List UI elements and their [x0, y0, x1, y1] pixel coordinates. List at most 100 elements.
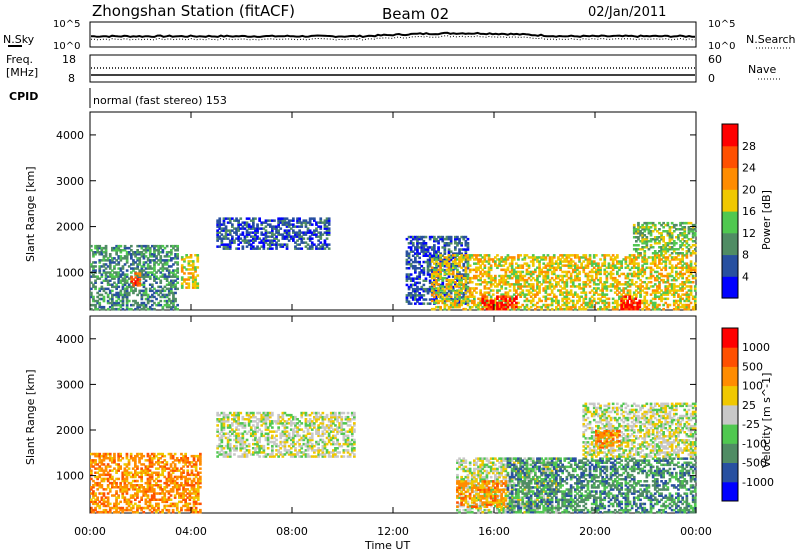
echo-cell — [100, 259, 104, 262]
echo-cell — [115, 287, 118, 291]
echo-cell — [325, 225, 329, 228]
echo-cell — [252, 225, 255, 228]
echo-cell — [113, 271, 116, 274]
echo-cell — [653, 228, 657, 231]
echo-cell — [157, 259, 160, 262]
echo-cell — [468, 256, 472, 259]
echo-cell — [668, 266, 672, 269]
echo-cell — [136, 465, 139, 468]
echo-cell — [138, 244, 142, 248]
echo-cell — [439, 299, 442, 303]
echo-cell — [628, 258, 632, 261]
echo-cell — [563, 287, 567, 290]
echo-cell — [445, 272, 449, 276]
echo-cell — [96, 277, 99, 280]
echo-cell — [546, 297, 550, 301]
echo-cell — [464, 258, 468, 262]
echo-cell — [460, 266, 463, 269]
echo-cell — [194, 276, 197, 279]
echo-cell — [616, 301, 619, 305]
echo-cell — [649, 276, 653, 280]
echo-cell — [418, 252, 421, 255]
echo-cell — [504, 287, 508, 290]
echo-cell — [635, 236, 638, 239]
echo-cell — [559, 254, 562, 257]
echo-cell — [191, 266, 195, 269]
echo-cell — [607, 266, 611, 269]
echo-cell — [651, 274, 655, 278]
echo-cell — [151, 244, 154, 248]
echo-cell — [165, 269, 169, 272]
echo-cell — [609, 264, 613, 267]
echo-cell — [304, 233, 308, 236]
echo-cell — [187, 284, 191, 287]
echo-cell — [632, 256, 636, 259]
echo-cell — [622, 258, 626, 261]
echo-cell — [315, 221, 318, 224]
echo-cell — [534, 293, 537, 296]
echo-cell — [191, 268, 195, 271]
echo-cell — [443, 305, 447, 309]
echo-cell — [222, 221, 226, 224]
echo-cell — [527, 266, 531, 269]
echo-cell — [405, 260, 409, 264]
echo-cell — [687, 305, 691, 309]
echo-cell — [693, 228, 697, 231]
echo-cell — [130, 280, 134, 283]
echo-cell — [216, 219, 219, 222]
echo-cell — [418, 277, 421, 280]
echo-cell — [517, 276, 520, 280]
echo-cell — [300, 237, 304, 240]
echo-cell — [561, 254, 564, 257]
echo-cell — [428, 262, 432, 266]
echo-cell — [529, 260, 533, 263]
echo-cell — [437, 250, 440, 253]
echo-cell — [458, 292, 461, 295]
echo-cell — [172, 303, 175, 307]
echo-cell — [571, 285, 575, 288]
echo-cell — [405, 277, 409, 280]
echo-cell — [231, 217, 234, 220]
echo-cell — [414, 283, 417, 287]
echo-cell — [523, 281, 527, 284]
echo-cell — [630, 274, 634, 278]
echo-cell — [639, 272, 642, 276]
echo-cell — [108, 271, 112, 274]
echo-cell — [134, 289, 137, 293]
echo-cell — [439, 256, 442, 259]
echo-cell — [645, 236, 649, 239]
echo-cell — [479, 303, 482, 307]
echo-cell — [525, 254, 529, 257]
echo-cell — [157, 244, 160, 248]
echo-cell — [458, 285, 461, 288]
echo-cell — [521, 289, 525, 292]
echo-cell — [645, 246, 649, 249]
echo-cell — [693, 287, 697, 290]
echo-cell — [119, 291, 123, 295]
echo-cell — [508, 297, 512, 300]
echo-cell — [531, 297, 535, 301]
echo-cell — [578, 307, 581, 311]
echo-cell — [289, 219, 293, 222]
echo-cell — [651, 238, 655, 241]
echo-cell — [451, 289, 455, 292]
echo-cell — [622, 291, 626, 294]
echo-cell — [578, 266, 581, 269]
echo-cell — [464, 295, 468, 298]
echo-cell — [437, 246, 440, 249]
echo-cell — [285, 245, 289, 248]
echo-cell — [430, 293, 434, 296]
echo-cell — [481, 268, 485, 272]
echo-cell — [271, 231, 274, 234]
echo-cell — [635, 228, 638, 231]
echo-cell — [508, 276, 512, 280]
echo-cell — [451, 287, 455, 291]
echo-cell — [249, 235, 253, 238]
echo-cell — [536, 301, 539, 305]
echo-cell — [460, 278, 463, 282]
echo-cell — [637, 274, 640, 278]
echo-cell — [641, 242, 644, 245]
echo-cell — [100, 293, 104, 297]
echo-cell — [123, 291, 127, 295]
echo-cell — [664, 291, 668, 294]
